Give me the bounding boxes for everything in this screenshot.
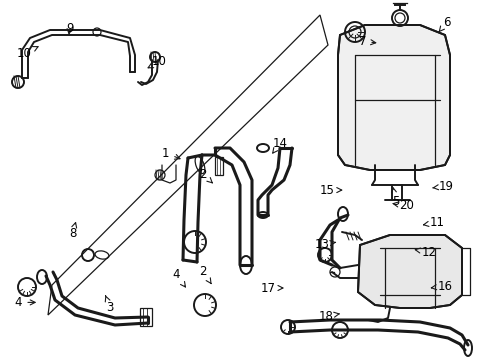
Text: 16: 16 bbox=[431, 280, 452, 293]
Text: 9: 9 bbox=[66, 22, 74, 35]
Text: 10: 10 bbox=[148, 55, 167, 68]
Text: 1: 1 bbox=[162, 147, 180, 159]
Polygon shape bbox=[338, 25, 450, 170]
Text: 11: 11 bbox=[423, 216, 444, 229]
Text: 4: 4 bbox=[172, 268, 185, 287]
Bar bbox=[140, 308, 152, 326]
Text: 7: 7 bbox=[359, 35, 376, 48]
Text: 2: 2 bbox=[199, 265, 211, 284]
Text: 12: 12 bbox=[415, 246, 437, 258]
Text: 5: 5 bbox=[392, 188, 400, 208]
Text: 14: 14 bbox=[272, 137, 288, 153]
Polygon shape bbox=[358, 235, 462, 308]
Text: 4: 4 bbox=[15, 296, 35, 309]
Text: 20: 20 bbox=[393, 199, 414, 212]
Text: 6: 6 bbox=[439, 16, 451, 32]
Text: 15: 15 bbox=[320, 184, 342, 197]
Text: 18: 18 bbox=[318, 310, 339, 323]
Text: 17: 17 bbox=[261, 282, 283, 294]
Text: 3: 3 bbox=[105, 296, 114, 314]
Text: 8: 8 bbox=[69, 222, 76, 240]
Text: 19: 19 bbox=[433, 180, 453, 193]
Text: 10: 10 bbox=[17, 46, 38, 60]
Bar bbox=[215, 157, 223, 175]
Text: 13: 13 bbox=[315, 238, 336, 251]
Text: 2: 2 bbox=[199, 168, 212, 183]
